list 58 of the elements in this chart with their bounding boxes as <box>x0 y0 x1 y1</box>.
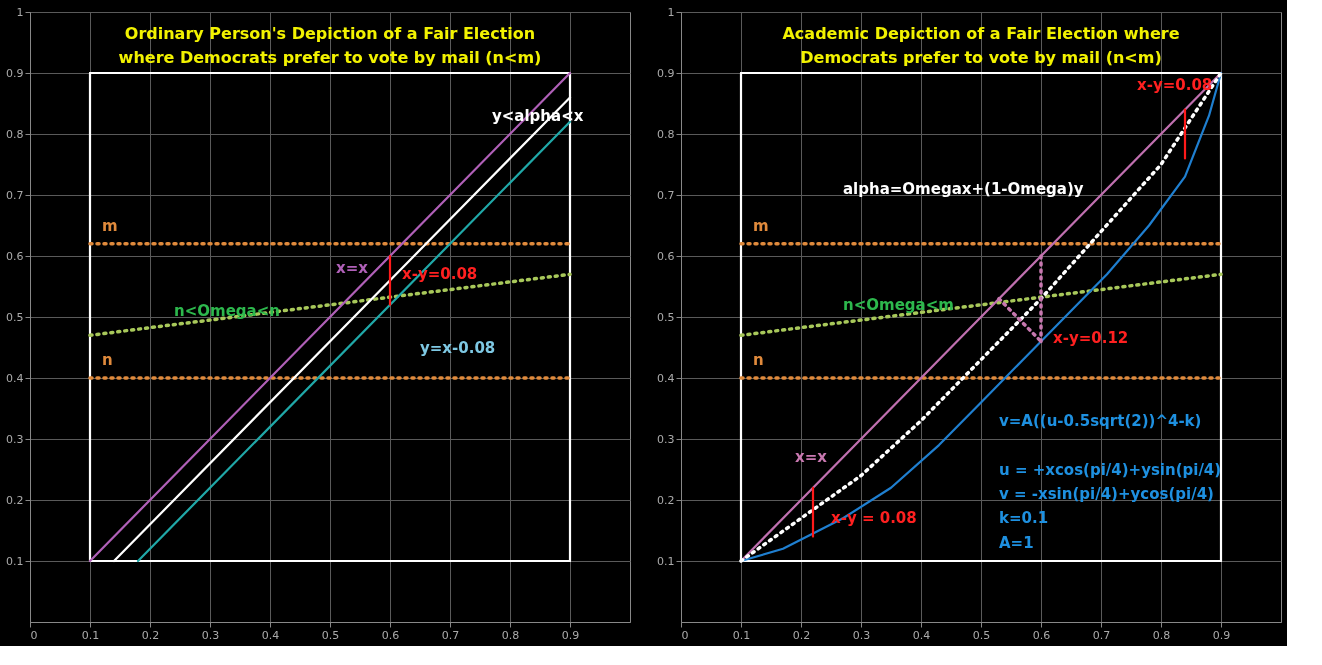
x-tick-label: 0.9 <box>1212 628 1231 642</box>
annotation: m <box>102 216 118 235</box>
x-tick-label: 0 <box>30 628 38 642</box>
y-tick-label: 1 <box>16 5 24 19</box>
annotation: n<Omega<n <box>174 301 280 320</box>
x-tick-label: 0.2 <box>141 628 160 642</box>
y-tick-label: 0.1 <box>6 554 24 568</box>
y-tick-label: 0.4 <box>6 371 24 385</box>
annotation: alpha=Omegax+(1-Omega)y <box>843 179 1084 198</box>
y-tick-label: 0.7 <box>6 188 24 202</box>
annotation: n <box>753 350 764 369</box>
x-tick-label: 0.2 <box>792 628 811 642</box>
annotation: y=x-0.08 <box>420 338 496 357</box>
annotation: k=0.1 <box>999 509 1049 528</box>
y-tick-label: 0.3 <box>6 432 24 446</box>
x-tick-label: 0.5 <box>972 628 991 642</box>
y-tick-label: 0.6 <box>657 249 675 263</box>
y-tick-label: 0.6 <box>6 249 24 263</box>
x-tick-label: 0.8 <box>501 628 520 642</box>
x-tick-label: 0.6 <box>1032 628 1051 642</box>
x-tick-label: 0.7 <box>441 628 460 642</box>
y-tick-label: 1 <box>667 5 675 19</box>
x-tick-label: 0.4 <box>261 628 280 642</box>
y-tick-label: 0.7 <box>657 188 675 202</box>
y-tick-label: 0.5 <box>657 310 675 324</box>
x-tick-label: 0.7 <box>1092 628 1111 642</box>
y-tick-label: 0.5 <box>6 310 24 324</box>
x-tick-label: 0.8 <box>1152 628 1171 642</box>
x-tick-label: 0.1 <box>732 628 751 642</box>
x-tick-label: 0.5 <box>321 628 340 642</box>
x-tick-label: 0 <box>681 628 689 642</box>
x-tick-label: 0.3 <box>201 628 220 642</box>
x-tick-label: 0.3 <box>852 628 871 642</box>
annotation: n<Omega<m <box>843 295 954 314</box>
y-tick-label: 0.4 <box>657 371 675 385</box>
y-tick-label: 0.3 <box>657 432 675 446</box>
annotation: x=x <box>795 448 828 467</box>
annotation: A=1 <box>999 533 1034 552</box>
x-tick-label: 0.1 <box>81 628 100 642</box>
y-tick-label: 0.9 <box>6 66 24 80</box>
annotation: x-y=0.12 <box>1053 329 1129 348</box>
y-tick-label: 0.9 <box>657 66 675 80</box>
text: Ordinary Person's Depiction of a Fair Election where Democrats prefer to vote by mail (n<m) <box>118 24 542 67</box>
annotation: m <box>753 216 769 235</box>
y-tick-label: 0.8 <box>6 127 24 141</box>
y-tick-label: 0.1 <box>657 554 675 568</box>
annotation: v = -xsin(pi/4)+ycos(pi/4) <box>999 484 1214 503</box>
annotation: n <box>102 350 113 369</box>
y-tick-label: 0.2 <box>6 493 24 507</box>
y-tick-label: 0.2 <box>657 493 675 507</box>
y-tick-label: 0.8 <box>657 127 675 141</box>
annotation: x=x <box>336 259 369 278</box>
annotation: v=A((u-0.5sqrt(2))^4-k) <box>999 411 1202 430</box>
x-tick-label: 0.6 <box>381 628 400 642</box>
x-tick-label: 0.4 <box>912 628 931 642</box>
annotation: u = +xcos(pi/4)+ysin(pi/4) <box>999 460 1222 479</box>
x-tick-label: 0.9 <box>561 628 580 642</box>
text: Academic Depiction of a Fair Election where Democrats prefer to vote by mail (n<m) <box>782 24 1180 67</box>
